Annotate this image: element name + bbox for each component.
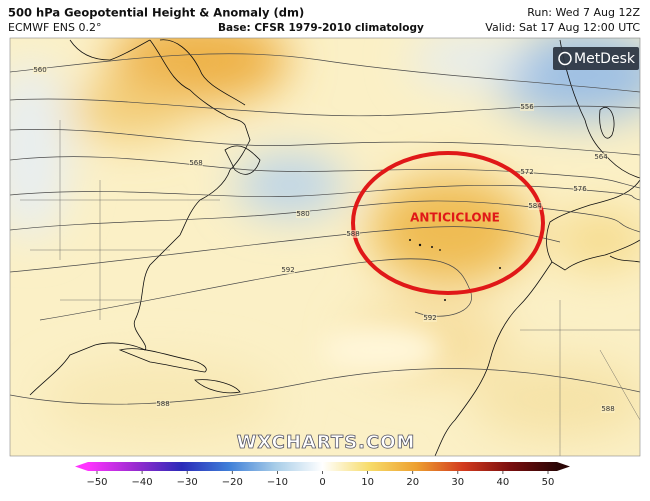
contour-label-bg	[189, 159, 203, 167]
colorbar-low-arrow	[75, 462, 88, 471]
colorbar-tick-label: −20	[222, 477, 243, 488]
contour-label-bg	[573, 185, 587, 193]
colorbar-tick-label: −50	[86, 477, 107, 488]
colorbar-tick-label: −30	[177, 477, 198, 488]
contour-label: 588	[346, 230, 359, 238]
contour-label: 576	[573, 185, 587, 193]
colorbar-tick-label: −10	[267, 477, 288, 488]
colorbar-tick-label: 50	[542, 477, 555, 488]
contour-label: 588	[601, 405, 614, 413]
contour-label-bg	[520, 168, 534, 176]
contour-label-bg	[346, 230, 360, 238]
contour-label-bg	[296, 210, 310, 218]
logo-icon	[558, 51, 572, 66]
colorbar-tick-label: 10	[361, 477, 374, 488]
contour-label: 592	[281, 266, 294, 274]
colorbar-tick-label: −40	[132, 477, 153, 488]
contour-label: 564	[594, 153, 608, 161]
contour-label-bg	[33, 66, 47, 74]
contour-label: 580	[296, 210, 309, 218]
contour-label: 556	[520, 103, 534, 111]
contour-label-bg	[594, 153, 608, 161]
contour-label-bg	[528, 202, 542, 210]
contour-label-bg	[423, 314, 437, 322]
contour-label-bg	[281, 266, 295, 274]
colorbar-tick-label: 40	[497, 477, 510, 488]
highlight-circle	[351, 151, 545, 295]
valid-time: Valid: Sat 17 Aug 12:00 UTC	[485, 21, 640, 34]
title: 500 hPa Geopotential Height & Anomaly (d…	[8, 6, 304, 20]
map-area	[10, 38, 640, 456]
annotation: ANTICICLONE	[410, 211, 500, 225]
map-frame	[9, 37, 641, 457]
run: Run: Wed 7 Aug 12Z	[527, 6, 640, 19]
contour-label: 588	[156, 400, 169, 408]
contour-label: 560	[33, 66, 46, 74]
contour-label: 592	[423, 314, 436, 322]
contour-label-bg	[601, 405, 615, 413]
colorbar: −50 −40 −30 −20 −10 0 10 20 30 40 50	[75, 462, 570, 488]
logo-box	[553, 47, 639, 70]
logo: MetDesk	[574, 51, 636, 67]
watermark: WXCHARTS.COM	[237, 432, 416, 453]
model: ECMWF ENS 0.2°	[8, 21, 101, 34]
contour-label: 568	[189, 159, 202, 167]
contour-label-bg	[156, 400, 170, 408]
contour-label-bg	[520, 103, 534, 111]
colorbar-high-arrow	[557, 462, 570, 471]
colorbar-gradient	[88, 462, 557, 471]
base: Base: CFSR 1979-2010 climatology	[218, 22, 424, 34]
colorbar-tick-label: 20	[406, 477, 419, 488]
contour-label: 572	[520, 168, 533, 176]
contour-label: 584	[528, 202, 542, 210]
colorbar-tick-label: 0	[319, 477, 325, 488]
colorbar-tick-label: 30	[451, 477, 464, 488]
